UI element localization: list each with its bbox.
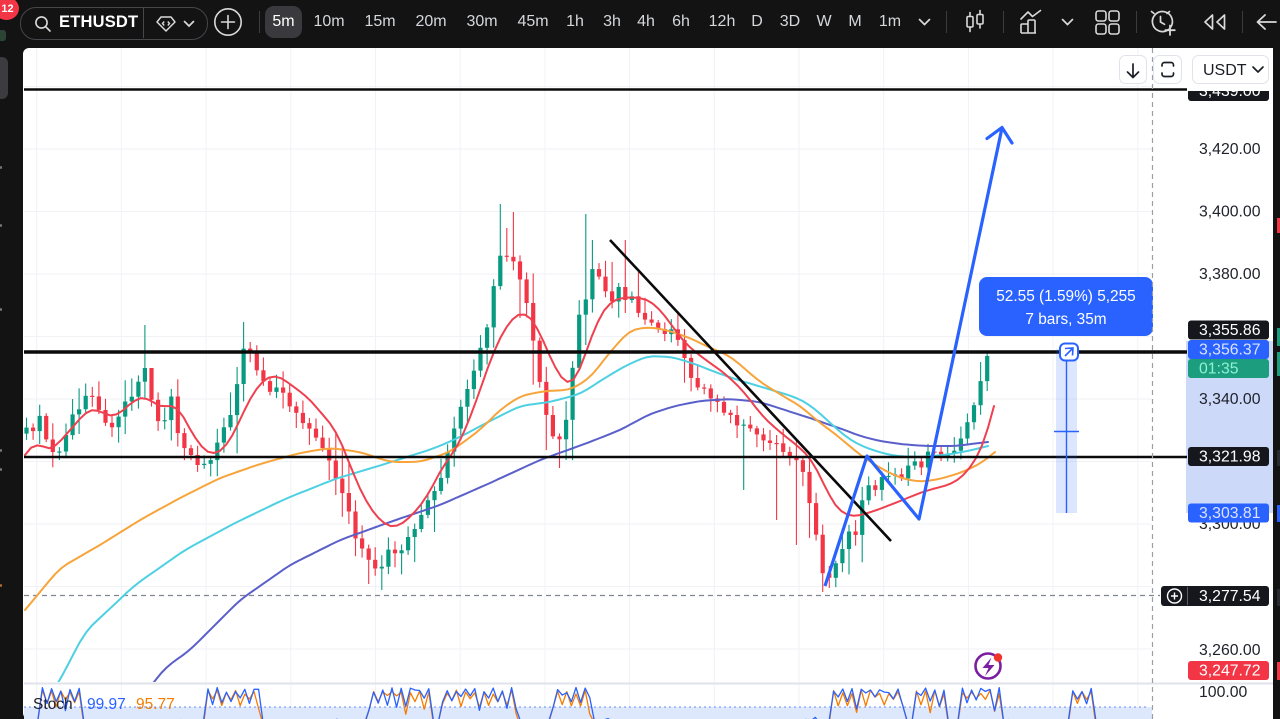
svg-text:52.55 (1.59%) 5,255: 52.55 (1.59%) 5,255	[996, 288, 1135, 305]
svg-text:100.00: 100.00	[1199, 684, 1248, 701]
svg-text:3,260.00: 3,260.00	[1199, 642, 1261, 659]
svg-text:95.77: 95.77	[136, 696, 175, 713]
svg-text:3,340.00: 3,340.00	[1199, 391, 1261, 408]
svg-text:3,277.54: 3,277.54	[1199, 588, 1261, 605]
svg-text:3,303.81: 3,303.81	[1199, 505, 1261, 522]
svg-text:3,380.00: 3,380.00	[1199, 266, 1261, 283]
svg-text:3,247.72: 3,247.72	[1199, 663, 1261, 680]
svg-text:3,400.00: 3,400.00	[1199, 204, 1261, 221]
svg-text:USDT: USDT	[1203, 62, 1247, 79]
svg-text:7 bars, 35m: 7 bars, 35m	[1025, 311, 1106, 328]
svg-text:3,420.00: 3,420.00	[1199, 141, 1261, 158]
svg-text:3,356.37: 3,356.37	[1199, 342, 1261, 359]
svg-text:3,321.98: 3,321.98	[1199, 449, 1261, 466]
svg-text:Stoch: Stoch	[33, 696, 73, 713]
svg-text:3,439.00: 3,439.00	[1199, 83, 1261, 100]
svg-text:01:35: 01:35	[1199, 361, 1239, 378]
svg-text:3,355.86: 3,355.86	[1199, 322, 1261, 339]
svg-text:99.97: 99.97	[87, 696, 126, 713]
